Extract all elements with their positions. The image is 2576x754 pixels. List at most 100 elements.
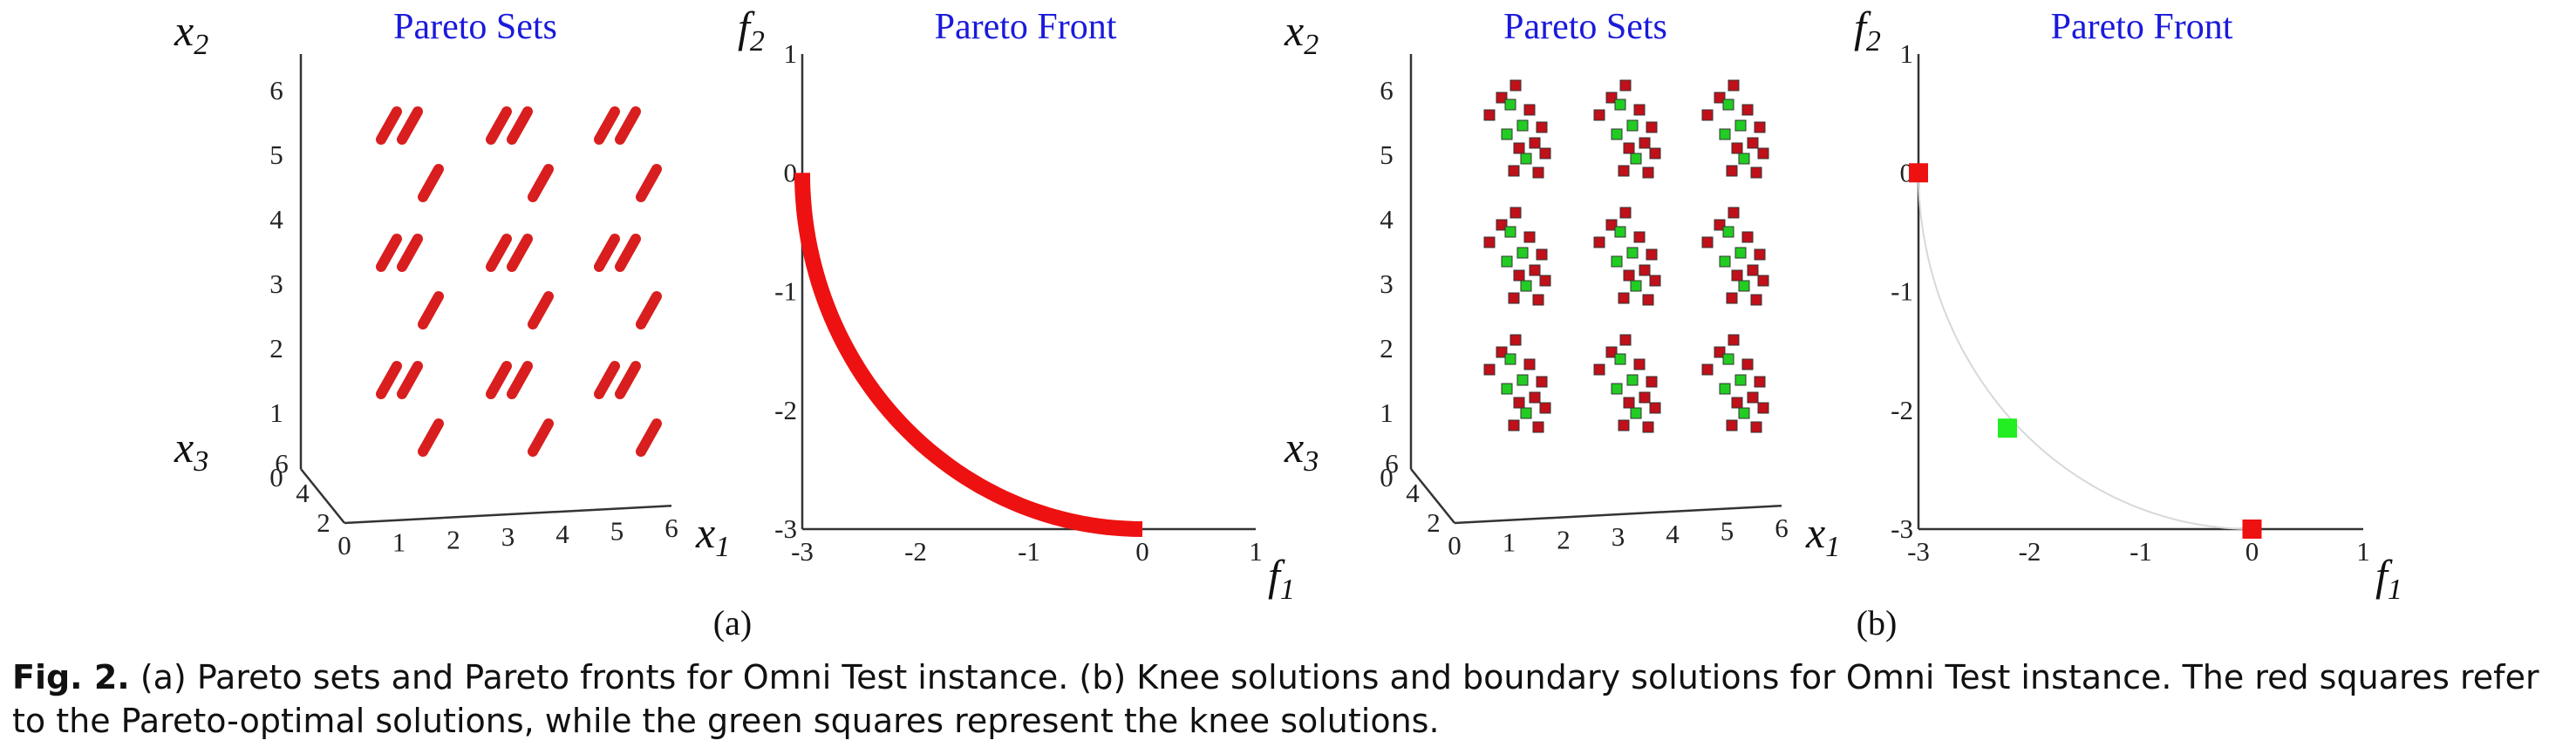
- pareto-set-segment: [486, 234, 512, 272]
- pareto-optimal-point: [1623, 142, 1635, 154]
- knee-solution-point: [1504, 98, 1516, 111]
- knee-solution-point: [1626, 374, 1639, 386]
- pareto-optimal-point: [1639, 137, 1651, 149]
- pareto-set-segment: [397, 361, 423, 399]
- x3-tick-label: 2: [1427, 507, 1441, 538]
- knee-solution-point: [1998, 418, 2017, 438]
- pareto-set-segment: [418, 164, 444, 202]
- knee-solution-point: [1719, 383, 1731, 395]
- x2-axis-label: x2: [1284, 6, 1319, 61]
- x-tick-label: 0: [2245, 536, 2259, 567]
- pareto-optimal-point: [1741, 358, 1754, 370]
- pareto-set-segment: [376, 361, 402, 399]
- knee-solution-point: [1614, 353, 1626, 365]
- x3-axis-label: x3: [174, 423, 208, 478]
- knee-solution-point: [1501, 255, 1513, 268]
- pareto-optimal-point: [1536, 121, 1548, 133]
- pareto-optimal-point: [1536, 248, 1548, 261]
- pareto-set-segment: [507, 361, 533, 399]
- x-tick-label: 1: [2356, 536, 2370, 567]
- knee-solution-point: [1734, 247, 1747, 259]
- pareto-optimal-point: [1728, 334, 1740, 346]
- y-tick-label: 1: [784, 38, 798, 69]
- pareto-optimal-point: [1513, 269, 1525, 282]
- pareto-set-segment: [397, 106, 423, 145]
- knee-solution-point: [1504, 226, 1516, 238]
- pareto-optimal-point: [1747, 391, 1759, 404]
- pareto-optimal-point: [1701, 236, 1714, 248]
- knee-solution-point: [1516, 374, 1529, 386]
- pareto-optimal-point: [1539, 275, 1551, 287]
- pareto-optimal-point: [1649, 402, 1661, 414]
- pareto-set-segment: [615, 106, 641, 145]
- x1-tick-label: 1: [1503, 527, 1516, 558]
- x3-tick-label: 6: [275, 448, 289, 479]
- pareto-optimal-point: [1483, 363, 1496, 376]
- pareto-set-segment: [486, 106, 512, 145]
- pareto-optimal-point: [1728, 79, 1740, 92]
- y-tick-label: -1: [1891, 276, 1913, 307]
- y-tick-label: -1: [774, 276, 797, 307]
- knee-solution-point: [1611, 255, 1623, 268]
- knee-solution-point: [1734, 374, 1747, 386]
- panel-label-a: (a): [713, 603, 752, 642]
- y-tick-label: -2: [1891, 395, 1913, 425]
- pareto-optimal-point: [1731, 142, 1743, 154]
- pareto-optimal-point: [1529, 264, 1541, 276]
- pareto-optimal-point: [1726, 292, 1738, 304]
- knee-solution-point: [1501, 128, 1513, 140]
- pareto-set-segment: [636, 164, 662, 202]
- pareto-optimal-point: [1728, 207, 1740, 219]
- pareto-set-segment: [528, 418, 554, 457]
- knee-solution-point: [1630, 407, 1642, 419]
- x2-axis-label: x2: [174, 6, 208, 61]
- pareto-optimal-point: [1483, 236, 1496, 248]
- pareto-set-segment: [376, 106, 402, 145]
- knee-solution-point: [1626, 119, 1639, 132]
- knee-solution-point: [1719, 255, 1731, 268]
- chart-title: Pareto Front: [2051, 7, 2233, 47]
- pareto-optimal-point: [1508, 165, 1520, 177]
- pareto-set-segment: [418, 291, 444, 329]
- y-tick-label: 1: [1900, 38, 1914, 69]
- pareto-optimal-point: [1619, 334, 1632, 346]
- pareto-optimal-point: [1639, 391, 1651, 404]
- pareto-optimal-point: [1619, 207, 1632, 219]
- x2-tick-label: 6: [1380, 75, 1394, 105]
- pareto-optimal-point: [1509, 207, 1522, 219]
- pareto-optimal-point: [1513, 397, 1525, 409]
- pareto-optimal-point: [1757, 402, 1769, 414]
- x1-tick-label: 2: [1557, 524, 1571, 554]
- x1-axis-label: x1: [695, 508, 730, 563]
- pareto-set-segment: [615, 234, 641, 272]
- pareto-optimal-point: [1532, 166, 1544, 179]
- x3-axis-line: [300, 468, 345, 524]
- pareto-optimal-point: [1623, 397, 1635, 409]
- pareto-set-segment: [594, 106, 620, 145]
- pareto-set-segment: [615, 361, 641, 399]
- boundary-solution-point: [1909, 163, 1928, 183]
- pareto-optimal-point: [1513, 142, 1525, 154]
- x-tick-label: -3: [791, 536, 814, 567]
- pareto-optimal-point: [1508, 419, 1520, 431]
- knee-solution-point: [1516, 247, 1529, 259]
- x2-tick-label: 1: [1380, 397, 1394, 428]
- x2-tick-label: 6: [269, 75, 283, 105]
- knee-solution-point: [1611, 128, 1623, 140]
- pareto-set-segment: [594, 234, 620, 272]
- pareto-optimal-point: [1701, 363, 1714, 376]
- boundary-solution-point: [2242, 520, 2262, 539]
- x1-tick-label: 0: [1448, 530, 1462, 560]
- x2-tick-label: 2: [1380, 333, 1394, 363]
- x-tick-label: -1: [2130, 536, 2152, 567]
- pareto-front-faint-curve: [1918, 173, 2252, 530]
- x1-tick-label: 0: [337, 530, 351, 560]
- pareto-optimal-point: [1649, 147, 1661, 160]
- x2-tick-label: 3: [1380, 268, 1394, 299]
- pareto-optimal-point: [1646, 376, 1658, 388]
- pareto-optimal-point: [1750, 166, 1762, 179]
- caption-text: (a) Pareto sets and Pareto fronts for Om…: [12, 658, 2539, 740]
- pareto-optimal-point: [1509, 334, 1522, 346]
- pareto-optimal-point: [1633, 358, 1646, 370]
